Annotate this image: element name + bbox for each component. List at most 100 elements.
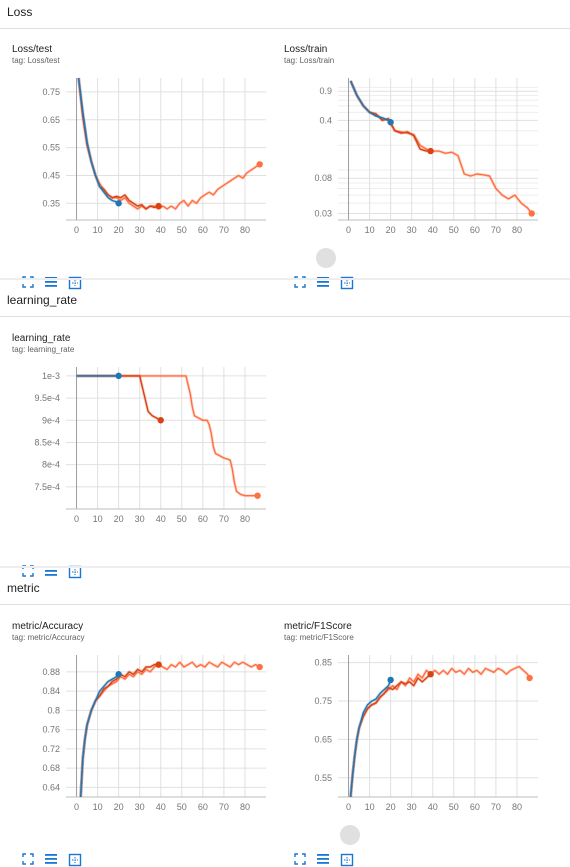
x-tick-label: 0 — [74, 225, 79, 235]
x-tick-label: 20 — [114, 514, 124, 524]
expand-button[interactable] — [22, 248, 42, 288]
x-tick-label: 10 — [365, 802, 375, 812]
y-tick-label: 0.55 — [42, 143, 60, 153]
series-end-point — [155, 661, 162, 668]
section-header-learning-rate[interactable]: learning_rate — [0, 288, 570, 317]
chart-plot[interactable]: 0.35 0.45 0.55 0.65 0.75 0 10 20 30 40 50 60 70 80 — [8, 72, 274, 242]
x-tick-label: 70 — [491, 802, 501, 812]
expand-button[interactable] — [22, 537, 42, 577]
section-header-loss[interactable]: Loss — [0, 0, 570, 29]
x-tick-label: 20 — [114, 802, 124, 812]
chart-title: metric/Accuracy — [12, 621, 84, 632]
chart-plot[interactable]: 7.5e-4 8e-4 8.5e-4 9e-4 9.5e-4 1e-3 0 10 20 30 40 5… — [8, 361, 274, 531]
y-tick-label: 0.9 — [319, 86, 332, 96]
y-tick-label: 0.65 — [42, 115, 60, 125]
x-tick-label: 60 — [198, 225, 208, 235]
series-end-point — [157, 417, 164, 424]
fit-domain-button[interactable] — [340, 248, 360, 290]
x-tick-label: 50 — [177, 225, 187, 235]
chart-card-metric-accuracy: metric/Accuracy tag: metric/Accuracy 0.6… — [8, 621, 278, 867]
section-header-metric[interactable]: metric — [0, 576, 570, 605]
series-line — [80, 661, 261, 798]
series-end-point — [256, 663, 263, 671]
chart-card-loss-train: Loss/train tag: Loss/train 0.03 0.08 0.4 0.… — [280, 44, 550, 290]
x-tick-label: 60 — [198, 514, 208, 524]
x-tick-label: 50 — [177, 514, 187, 524]
chart-plot[interactable]: 0.64 0.68 0.72 0.76 0.8 0.84 0.88 0 10 20 30 40 50 60… — [8, 649, 274, 819]
expand-button[interactable] — [22, 825, 42, 865]
y-tick-label: 0.68 — [42, 763, 60, 773]
x-tick-label: 70 — [219, 802, 229, 812]
y-tick-label: 0.75 — [42, 87, 60, 97]
x-tick-label: 50 — [449, 225, 459, 235]
y-tick-label: 0.55 — [314, 773, 332, 783]
series-end-point — [115, 671, 122, 678]
x-tick-label: 30 — [407, 225, 417, 235]
y-tick-label: 0.85 — [314, 658, 332, 668]
section-title: Loss — [7, 5, 33, 19]
toggle-log-scale-button[interactable] — [44, 825, 64, 864]
x-tick-label: 0 — [74, 802, 79, 812]
series-end-point — [427, 670, 434, 678]
x-tick-label: 80 — [512, 802, 522, 812]
chart-title: Loss/test — [12, 44, 53, 55]
x-tick-label: 0 — [74, 514, 79, 524]
section-divider — [0, 566, 570, 568]
chart-plot[interactable]: 0.55 0.65 0.75 0.85 0 10 20 30 40 50 60 70 80 — [280, 649, 546, 819]
fit-domain-button[interactable] — [68, 825, 88, 867]
series-end-point — [115, 372, 122, 380]
x-tick-label: 40 — [156, 802, 166, 812]
chart-title: Loss/train — [284, 44, 328, 55]
x-tick-label: 20 — [114, 225, 124, 235]
x-tick-label: 40 — [156, 225, 166, 235]
x-tick-label: 10 — [365, 225, 375, 235]
series-line — [77, 77, 261, 210]
fit-domain-button[interactable] — [68, 537, 88, 579]
series-line — [80, 663, 159, 798]
expand-button[interactable] — [294, 248, 314, 288]
series-end-point — [427, 147, 434, 155]
series-line-raw — [79, 663, 159, 798]
y-tick-label: 0.03 — [314, 208, 332, 218]
fit-domain-button[interactable] — [68, 248, 88, 290]
toggle-log-scale-button[interactable] — [44, 248, 64, 287]
y-tick-label: 8.5e-4 — [34, 437, 60, 447]
x-tick-label: 10 — [93, 802, 103, 812]
chart-tag: tag: metric/Accuracy — [12, 633, 85, 642]
y-tick-label: 8e-4 — [42, 460, 60, 470]
series-line — [80, 673, 120, 798]
series-end-point — [115, 200, 122, 207]
series-end-point — [387, 119, 394, 126]
chart-tag: tag: Loss/train — [284, 56, 335, 65]
chart-tag: tag: Loss/test — [12, 56, 60, 65]
series-line — [349, 679, 392, 798]
series-end-point — [256, 161, 263, 168]
series-line-raw — [77, 77, 261, 211]
y-tick-label: 0.88 — [42, 667, 60, 677]
x-tick-label: 40 — [428, 802, 438, 812]
series-end-point — [528, 210, 535, 217]
x-tick-label: 20 — [386, 225, 396, 235]
chart-plot[interactable]: 0.03 0.08 0.4 0.9 0 10 20 30 40 50 60 70 80 — [280, 72, 546, 242]
y-tick-label: 0.65 — [314, 734, 332, 744]
series-end-point — [155, 202, 162, 210]
series-end-point — [387, 676, 394, 684]
chart-title: metric/F1Score — [284, 621, 352, 632]
series-line — [77, 77, 119, 204]
x-tick-label: 10 — [93, 514, 103, 524]
chart-tag: tag: metric/F1Score — [284, 633, 354, 642]
series-line-raw — [76, 374, 258, 498]
series-end-point — [526, 674, 533, 682]
toggle-log-scale-button[interactable] — [316, 825, 336, 864]
toggle-log-scale-button[interactable] — [316, 248, 336, 287]
chart-title: learning_rate — [12, 333, 71, 344]
x-tick-label: 20 — [386, 802, 396, 812]
x-tick-label: 60 — [470, 802, 480, 812]
toggle-log-scale-button[interactable] — [44, 537, 64, 576]
x-tick-label: 80 — [512, 225, 522, 235]
fit-domain-button[interactable] — [340, 825, 360, 867]
x-tick-label: 40 — [156, 514, 166, 524]
x-tick-label: 0 — [346, 802, 351, 812]
chart-tag: tag: learning_rate — [12, 345, 75, 354]
expand-button[interactable] — [294, 825, 314, 865]
